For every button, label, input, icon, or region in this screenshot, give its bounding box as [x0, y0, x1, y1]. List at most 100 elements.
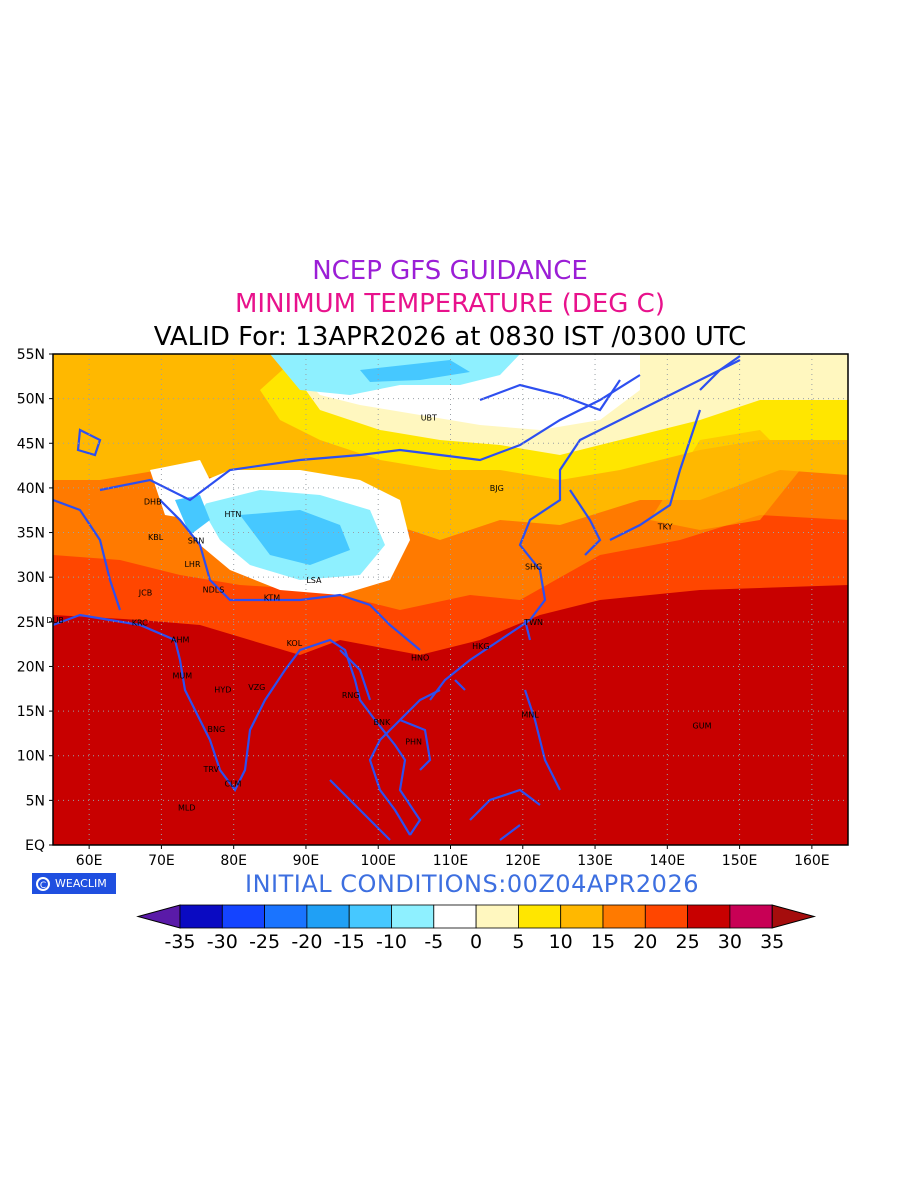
colorbar-label: 20 — [633, 931, 657, 953]
colorbar-label: 0 — [470, 931, 482, 953]
lat-tick-label: 10N — [17, 749, 45, 765]
colorbar-swatch — [179, 904, 223, 929]
city-label-bnk: BNK — [373, 718, 390, 727]
colorbar-label: -5 — [424, 931, 443, 953]
city-label-lsa: LSA — [306, 576, 322, 585]
city-label-gum: GUM — [693, 721, 712, 730]
colorbar-swatch — [433, 904, 477, 929]
colorbar-swatch — [644, 904, 688, 929]
city-label-kol: KOL — [287, 639, 303, 648]
colorbar-label: -25 — [249, 931, 280, 953]
colorbar-swatch — [729, 904, 773, 929]
colorbar-label: 35 — [760, 931, 784, 953]
city-label-lhr: LHR — [184, 560, 200, 569]
city-label-jcb: JCB — [138, 588, 152, 597]
lon-tick-label: 130E — [577, 853, 613, 869]
colorbar-label: 5 — [512, 931, 524, 953]
lat-tick-label: 35N — [17, 526, 45, 542]
copyright-circle-icon: C — [36, 876, 50, 891]
lon-tick-label: 150E — [722, 853, 758, 869]
colorbar-label: -35 — [164, 931, 195, 953]
city-label-srn: SRN — [188, 537, 205, 546]
lon-tick-label: 70E — [148, 853, 175, 869]
brand-label: WEACLIM — [55, 877, 107, 890]
colorbar-over-triangle — [771, 904, 817, 929]
lon-tick-label: 90E — [293, 853, 320, 869]
city-label-kbl: KBL — [148, 533, 164, 542]
city-label-ktm: KTM — [264, 594, 281, 603]
city-label-trv: TRV — [203, 765, 220, 774]
city-label-mnl: MNL — [521, 711, 539, 720]
city-label-hno: HNO — [411, 654, 429, 663]
city-label-ndls: NDLS — [203, 586, 225, 595]
colorbar-swatch — [475, 904, 519, 929]
lat-tick-label: 45N — [17, 436, 45, 452]
lat-tick-label: 5N — [26, 793, 45, 809]
axis-ticks: 55N 50N 45N 40N 35N 30N 25N 20N 15N 10N 5N EQ 60E 70E… — [17, 347, 830, 869]
lat-tick-label: 20N — [17, 659, 45, 675]
lat-tick-label: 50N — [17, 392, 45, 408]
lon-tick-label: 80E — [220, 853, 247, 869]
city-label-dhb: DHB — [144, 497, 162, 506]
colorbar-swatch — [264, 904, 308, 929]
lat-tick-label: 15N — [17, 704, 45, 720]
city-label-phn: PHN — [405, 737, 422, 746]
city-label-rng: RNG — [342, 691, 360, 700]
city-label-bng: BNG — [208, 725, 226, 734]
colorbar-under-triangle — [136, 904, 181, 929]
title-line-1: NCEP GFS GUIDANCE — [312, 256, 588, 286]
city-label-mum: MUM — [173, 671, 193, 680]
colorbar-swatch — [602, 904, 646, 929]
colorbar-label: -15 — [334, 931, 365, 953]
city-label-twn: TWN — [523, 618, 543, 627]
city-label-dub: DUB — [46, 616, 64, 625]
city-label-bjg: BJG — [490, 484, 504, 493]
city-label-htn: HTN — [225, 510, 242, 519]
colorbar-swatch — [518, 904, 562, 929]
lon-tick-label: 160E — [794, 853, 830, 869]
colorbar-swatch — [687, 904, 731, 929]
colorbar-swatch — [348, 904, 392, 929]
colorbar-label: 15 — [591, 931, 615, 953]
colorbar-swatch — [391, 904, 435, 929]
lat-tick-label: 55N — [17, 347, 45, 363]
city-label-tky: TKY — [657, 522, 673, 531]
city-label-ubt: UBT — [421, 413, 437, 422]
lon-tick-label: 60E — [76, 853, 103, 869]
lat-tick-label: 25N — [17, 615, 45, 631]
lon-tick-label: 100E — [360, 853, 396, 869]
lat-tick-label: EQ — [25, 838, 45, 854]
city-label-vzg: VZG — [248, 683, 265, 692]
colorbar-swatch — [560, 904, 604, 929]
graticule — [53, 354, 848, 845]
city-label-hkg: HKG — [472, 642, 489, 651]
coastlines — [53, 355, 741, 841]
colorbar-swatch — [221, 904, 266, 929]
colorbar-label: 30 — [718, 931, 742, 953]
colorbar-label: -30 — [207, 931, 238, 953]
city-labels: UBT BJG DHB HTN TKY KBL SRN LHR SHG LSA JCB NDLS KTM… — [46, 413, 711, 812]
lat-tick-label: 40N — [17, 481, 45, 497]
city-label-ahm: AHM — [171, 636, 189, 645]
title-line-2: MINIMUM TEMPERATURE (DEG C) — [235, 289, 665, 319]
colorbar-label: 10 — [549, 931, 573, 953]
lon-tick-label: 140E — [650, 853, 686, 869]
city-label-clm: CLM — [224, 779, 241, 788]
weaclim-brand: C WEACLIM — [32, 873, 116, 894]
city-label-shg: SHG — [525, 562, 542, 571]
lon-tick-label: 120E — [505, 853, 541, 869]
colorbar-label: -10 — [376, 931, 407, 953]
temperature-field — [53, 354, 848, 845]
city-label-krc: KRC — [132, 619, 148, 628]
city-label-mld: MLD — [178, 804, 196, 813]
colorbar-swatch — [306, 904, 350, 929]
lon-tick-label: 110E — [433, 853, 469, 869]
lat-tick-label: 30N — [17, 570, 45, 586]
initial-conditions: INITIAL CONDITIONS:00Z04APR2026 — [245, 870, 699, 898]
title-valid-time: VALID For: 13APR2026 at 0830 IST /0300 U… — [153, 322, 747, 352]
colorbar-label: -20 — [291, 931, 322, 953]
city-label-hyd: HYD — [214, 686, 231, 695]
colorbar-label: 25 — [676, 931, 700, 953]
